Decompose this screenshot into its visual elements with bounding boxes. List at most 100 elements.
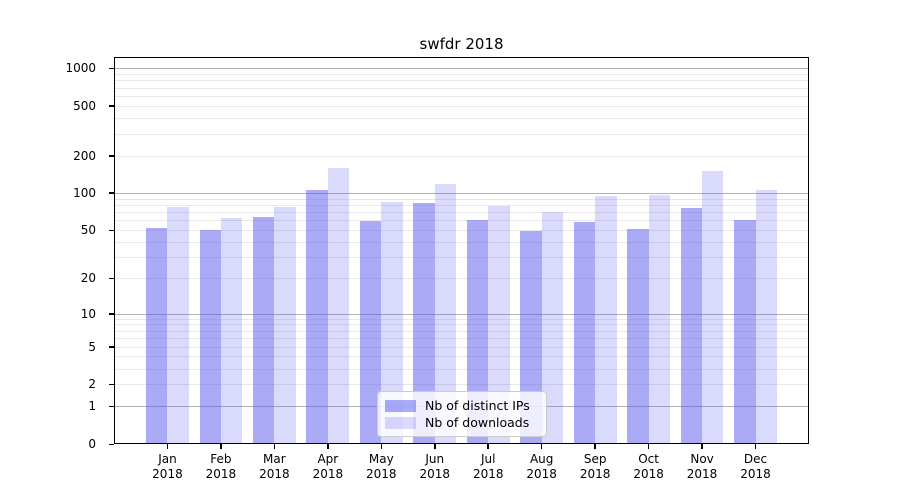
bar-downloads-jan [167, 207, 189, 444]
y-tick-label: 5 [88, 339, 96, 354]
y-tick-label: 1 [88, 399, 96, 414]
minor-gridline [114, 318, 809, 320]
minor-gridline [114, 330, 809, 332]
x-tick-label-year: 2018 [312, 467, 344, 481]
y-tick-mark [108, 405, 114, 408]
x-tick-mark [434, 444, 436, 449]
minor-gridline [114, 95, 809, 97]
bar-downloads-nov [702, 171, 724, 444]
bar-downloads-jun [434, 183, 457, 444]
bar-distinct-ips-aug [520, 231, 542, 444]
y-tick-mark [108, 155, 114, 157]
x-tick-mark [701, 444, 703, 449]
minor-gridline [114, 198, 809, 200]
x-tick-mark [327, 444, 329, 449]
bar-distinct-ips-jul [466, 220, 489, 444]
minor-gridline [114, 278, 809, 280]
bar-distinct-ips-jan [146, 228, 168, 444]
y-tick-mark [108, 313, 114, 315]
minor-gridline [114, 324, 809, 326]
minor-gridline [114, 384, 809, 386]
x-tick-label-month: May [368, 452, 394, 466]
x-tick-label-month: Nov [690, 452, 714, 466]
y-tick-label: 1000 [65, 61, 96, 76]
bar-downloads-apr [327, 167, 350, 444]
bar-downloads-oct [648, 194, 670, 444]
bar-distinct-ips-feb [199, 230, 221, 444]
x-tick-mark [220, 444, 222, 449]
x-tick-label-year: 2018 [419, 467, 451, 481]
legend-label: Nb of distinct IPs [425, 398, 530, 413]
y-tick-label: 50 [80, 223, 96, 238]
y-tick-label: 20 [80, 271, 96, 286]
minor-gridline [114, 80, 809, 82]
y-tick-label: 200 [73, 148, 96, 163]
x-tick-mark [166, 444, 169, 449]
x-tick-label-year: 2018 [152, 467, 183, 481]
x-tick-label-month: Apr [317, 452, 339, 466]
x-tick-label-month: Mar [263, 452, 286, 466]
major-gridline [114, 313, 809, 315]
x-tick-label-year: 2018 [259, 467, 290, 481]
x-tick-label-year: 2018 [366, 467, 397, 481]
legend-swatch-downloads [385, 416, 416, 429]
bar-downloads-dec [755, 189, 777, 444]
x-tick-mark [647, 444, 650, 449]
bar-downloads-aug [541, 212, 564, 444]
bar-downloads-may [381, 201, 403, 444]
x-tick-mark [487, 444, 489, 449]
x-tick-label-year: 2018 [472, 467, 504, 481]
bar-distinct-ips-jun [413, 202, 435, 444]
legend: Nb of distinct IPs Nb of downloads [377, 391, 547, 437]
x-tick-label-month: Oct [638, 452, 659, 466]
y-tick-mark [108, 229, 114, 232]
minor-gridline [114, 133, 809, 135]
y-tick-label: 10 [80, 306, 96, 321]
y-tick-mark [108, 383, 114, 386]
minor-gridline [114, 212, 809, 214]
x-tick-mark [754, 444, 757, 449]
y-tick-mark [108, 192, 114, 194]
y-tick-mark [108, 346, 114, 348]
major-gridline [114, 68, 809, 70]
x-tick-label-year: 2018 [205, 467, 237, 481]
minor-gridline [114, 346, 809, 348]
bar-distinct-ips-may [359, 221, 382, 444]
minor-gridline [114, 230, 809, 232]
x-tick-mark [540, 444, 543, 449]
legend-label: Nb of downloads [425, 415, 530, 430]
bar-distinct-ips-mar [252, 216, 275, 444]
y-tick-label: 2 [88, 377, 96, 392]
bar-downloads-feb [220, 217, 243, 444]
minor-gridline [114, 220, 809, 222]
y-tick-mark [108, 67, 114, 70]
x-tick-label-month: Dec [743, 452, 768, 466]
bar-distinct-ips-oct [627, 229, 649, 444]
x-tick-mark [273, 444, 276, 449]
x-tick-mark [594, 444, 596, 449]
legend-row: Nb of distinct IPs [385, 397, 538, 414]
x-tick-label-year: 2018 [526, 467, 557, 481]
bar-distinct-ips-sep [573, 222, 596, 444]
legend-swatch-distinct-ips [385, 399, 416, 412]
minor-gridline [114, 368, 809, 370]
x-tick-label-year: 2018 [633, 467, 664, 481]
x-tick-label-year: 2018 [686, 467, 718, 481]
minor-gridline [114, 204, 809, 206]
x-tick-label-month: Feb [210, 452, 232, 466]
major-gridline [114, 192, 809, 194]
bar-downloads-mar [274, 207, 296, 444]
x-tick-label-month: Jul [480, 452, 496, 466]
bar-distinct-ips-apr [306, 190, 328, 444]
minor-gridline [114, 257, 809, 259]
x-tick-label-month: Jun [425, 452, 445, 466]
x-tick-label-year: 2018 [579, 467, 611, 481]
x-tick-label-month: Jan [158, 452, 177, 466]
bar-downloads-sep [595, 195, 617, 444]
y-tick-mark [108, 105, 114, 107]
y-tick-label: 100 [73, 185, 96, 200]
x-tick-mark [380, 444, 383, 449]
y-tick-label: 500 [73, 98, 96, 113]
minor-gridline [114, 105, 809, 107]
